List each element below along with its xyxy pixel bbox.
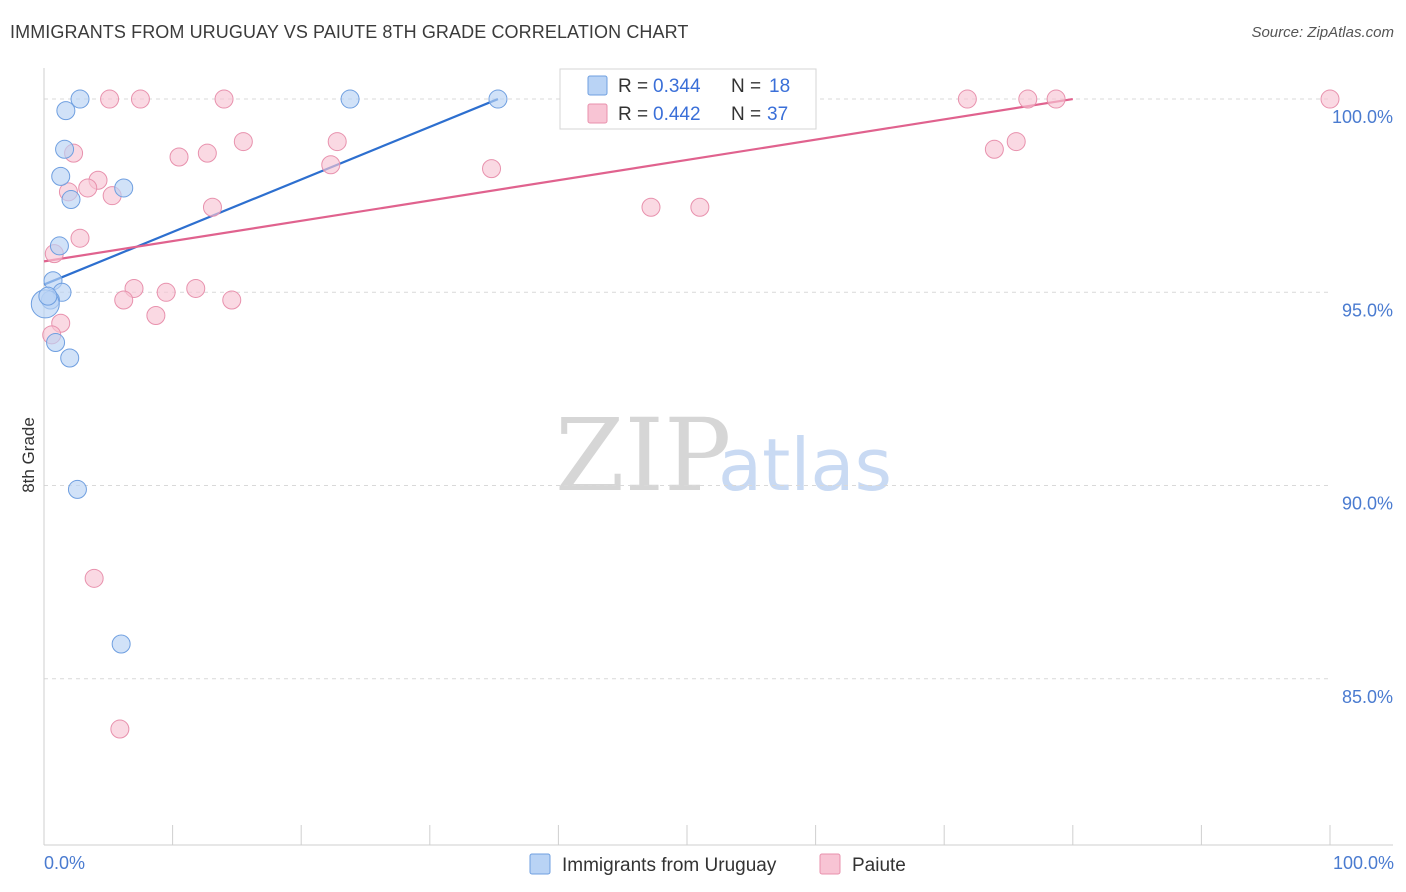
data-point-paiute <box>197 143 217 163</box>
data-point-paiute <box>321 155 341 175</box>
trend-lines <box>43 97 1073 286</box>
legend-r-value-1: 0.344 <box>653 76 701 97</box>
bottom-legend-swatch-uruguay <box>529 853 551 875</box>
data-point-uruguay <box>340 89 360 109</box>
y-axis-label: 8th Grade <box>19 417 38 493</box>
data-point-paiute <box>100 89 120 109</box>
legend-swatch-paiute <box>587 103 608 124</box>
y-tick-label: 85.0% <box>1342 687 1393 707</box>
legend-n-label-1: N = <box>731 76 761 97</box>
y-tick-label: 95.0% <box>1342 300 1393 320</box>
legend-r-label-2: R = <box>618 104 648 125</box>
data-point-paiute <box>1018 89 1038 109</box>
legend-n-label-2: N = <box>731 104 761 125</box>
y-tick-label: 100.0% <box>1332 107 1393 127</box>
data-point-paiute <box>233 132 253 152</box>
x-tick-label-min: 0.0% <box>44 853 85 873</box>
data-point-uruguay <box>61 190 81 210</box>
data-point-paiute <box>186 278 206 298</box>
legend-n-value-1: 18 <box>769 76 790 97</box>
data-point-uruguay <box>111 634 131 654</box>
data-point-uruguay <box>38 286 58 306</box>
data-point-uruguay <box>49 236 69 256</box>
data-point-uruguay <box>114 178 134 198</box>
chart-title: IMMIGRANTS FROM URUGUAY VS PAIUTE 8TH GR… <box>10 22 689 42</box>
series-legend: Immigrants from Uruguay Paiute <box>529 853 906 876</box>
data-point-paiute <box>327 132 347 152</box>
data-point-paiute <box>84 568 104 588</box>
data-point-uruguay <box>46 333 66 353</box>
legend-r-label-1: R = <box>618 76 648 97</box>
watermark-atlas: atlas <box>718 423 892 507</box>
data-point-paiute <box>110 719 130 739</box>
data-point-uruguay <box>55 139 75 159</box>
data-point-paiute <box>156 282 176 302</box>
data-point-paiute <box>957 89 977 109</box>
bottom-legend-swatch-paiute <box>819 853 841 875</box>
data-point-paiute <box>114 290 134 310</box>
legend-r-value-2: 0.442 <box>653 104 701 125</box>
data-point-paiute <box>214 89 234 109</box>
x-tick-label-max: 100.0% <box>1333 853 1394 873</box>
stats-legend: R = 0.344 N = 18 R = 0.442 N = 37 <box>559 68 817 130</box>
y-tick-label: 90.0% <box>1342 494 1393 514</box>
bottom-legend-label-paiute: Paiute <box>852 855 906 876</box>
watermark: ZIP atlas <box>555 397 892 514</box>
data-point-paiute <box>146 305 166 325</box>
gridlines <box>44 98 1330 680</box>
source-label: Source: ZipAtlas.com <box>1251 24 1394 41</box>
data-point-paiute <box>1046 89 1066 109</box>
data-point-uruguay <box>70 89 90 109</box>
data-point-uruguay <box>51 166 71 186</box>
data-point-paiute <box>70 228 90 248</box>
data-point-paiute <box>222 290 242 310</box>
legend-swatch-uruguay <box>587 75 608 96</box>
data-point-paiute <box>641 197 661 217</box>
axes: 85.0% 90.0% 95.0% 100.0% <box>43 68 1393 846</box>
data-point-paiute <box>1006 132 1026 152</box>
data-point-uruguay <box>67 479 87 499</box>
legend-n-value-2: 37 <box>767 104 788 125</box>
bottom-legend-label-uruguay: Immigrants from Uruguay <box>562 855 777 876</box>
data-point-paiute <box>690 197 710 217</box>
data-point-paiute <box>78 178 98 198</box>
data-point-paiute <box>169 147 189 167</box>
trend-line-paiute <box>43 97 1073 263</box>
data-point-paiute <box>984 139 1004 159</box>
data-point-paiute <box>482 159 502 179</box>
trend-line-uruguay <box>43 98 499 286</box>
data-point-paiute <box>130 89 150 109</box>
data-point-paiute <box>1320 89 1340 109</box>
data-point-paiute <box>202 197 222 217</box>
data-point-uruguay <box>60 348 80 368</box>
data-point-uruguay <box>488 89 508 109</box>
data-point-uruguay <box>56 101 76 121</box>
watermark-zip: ZIP <box>555 397 731 514</box>
